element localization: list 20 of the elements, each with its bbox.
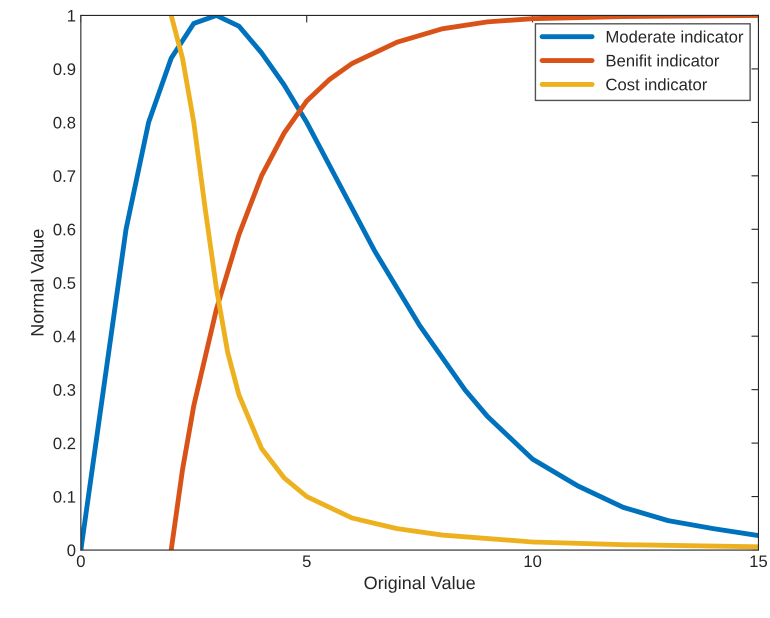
x-tick-label: 10 [524,555,542,568]
legend-label: Benifit indicator [606,54,720,67]
y-tick-label: 0.9 [53,63,76,76]
x-tick-label: 5 [302,555,311,568]
x-axis-title: Original Value [364,576,475,593]
y-tick-label: 1 [68,10,76,22]
y-tick-label: 0.4 [53,330,76,342]
legend-label: Moderate indicator [606,30,744,43]
y-tick-label: 0 [67,544,76,556]
y-tick-label: 0.3 [53,384,76,396]
y-tick-label: 0.8 [53,116,76,129]
x-tick-label: 0 [76,555,85,568]
y-tick-label: 0.6 [53,224,76,236]
legend-label: Cost indicator [606,78,708,90]
y-axis-title: Normal Value [30,230,44,336]
y-tick-label: 0.5 [53,277,76,289]
y-tick-label: 0.7 [53,170,76,182]
y-tick-label: 0.1 [53,490,76,503]
x-tick-label: 15 [750,555,768,568]
y-tick-label: 0.2 [53,438,76,450]
